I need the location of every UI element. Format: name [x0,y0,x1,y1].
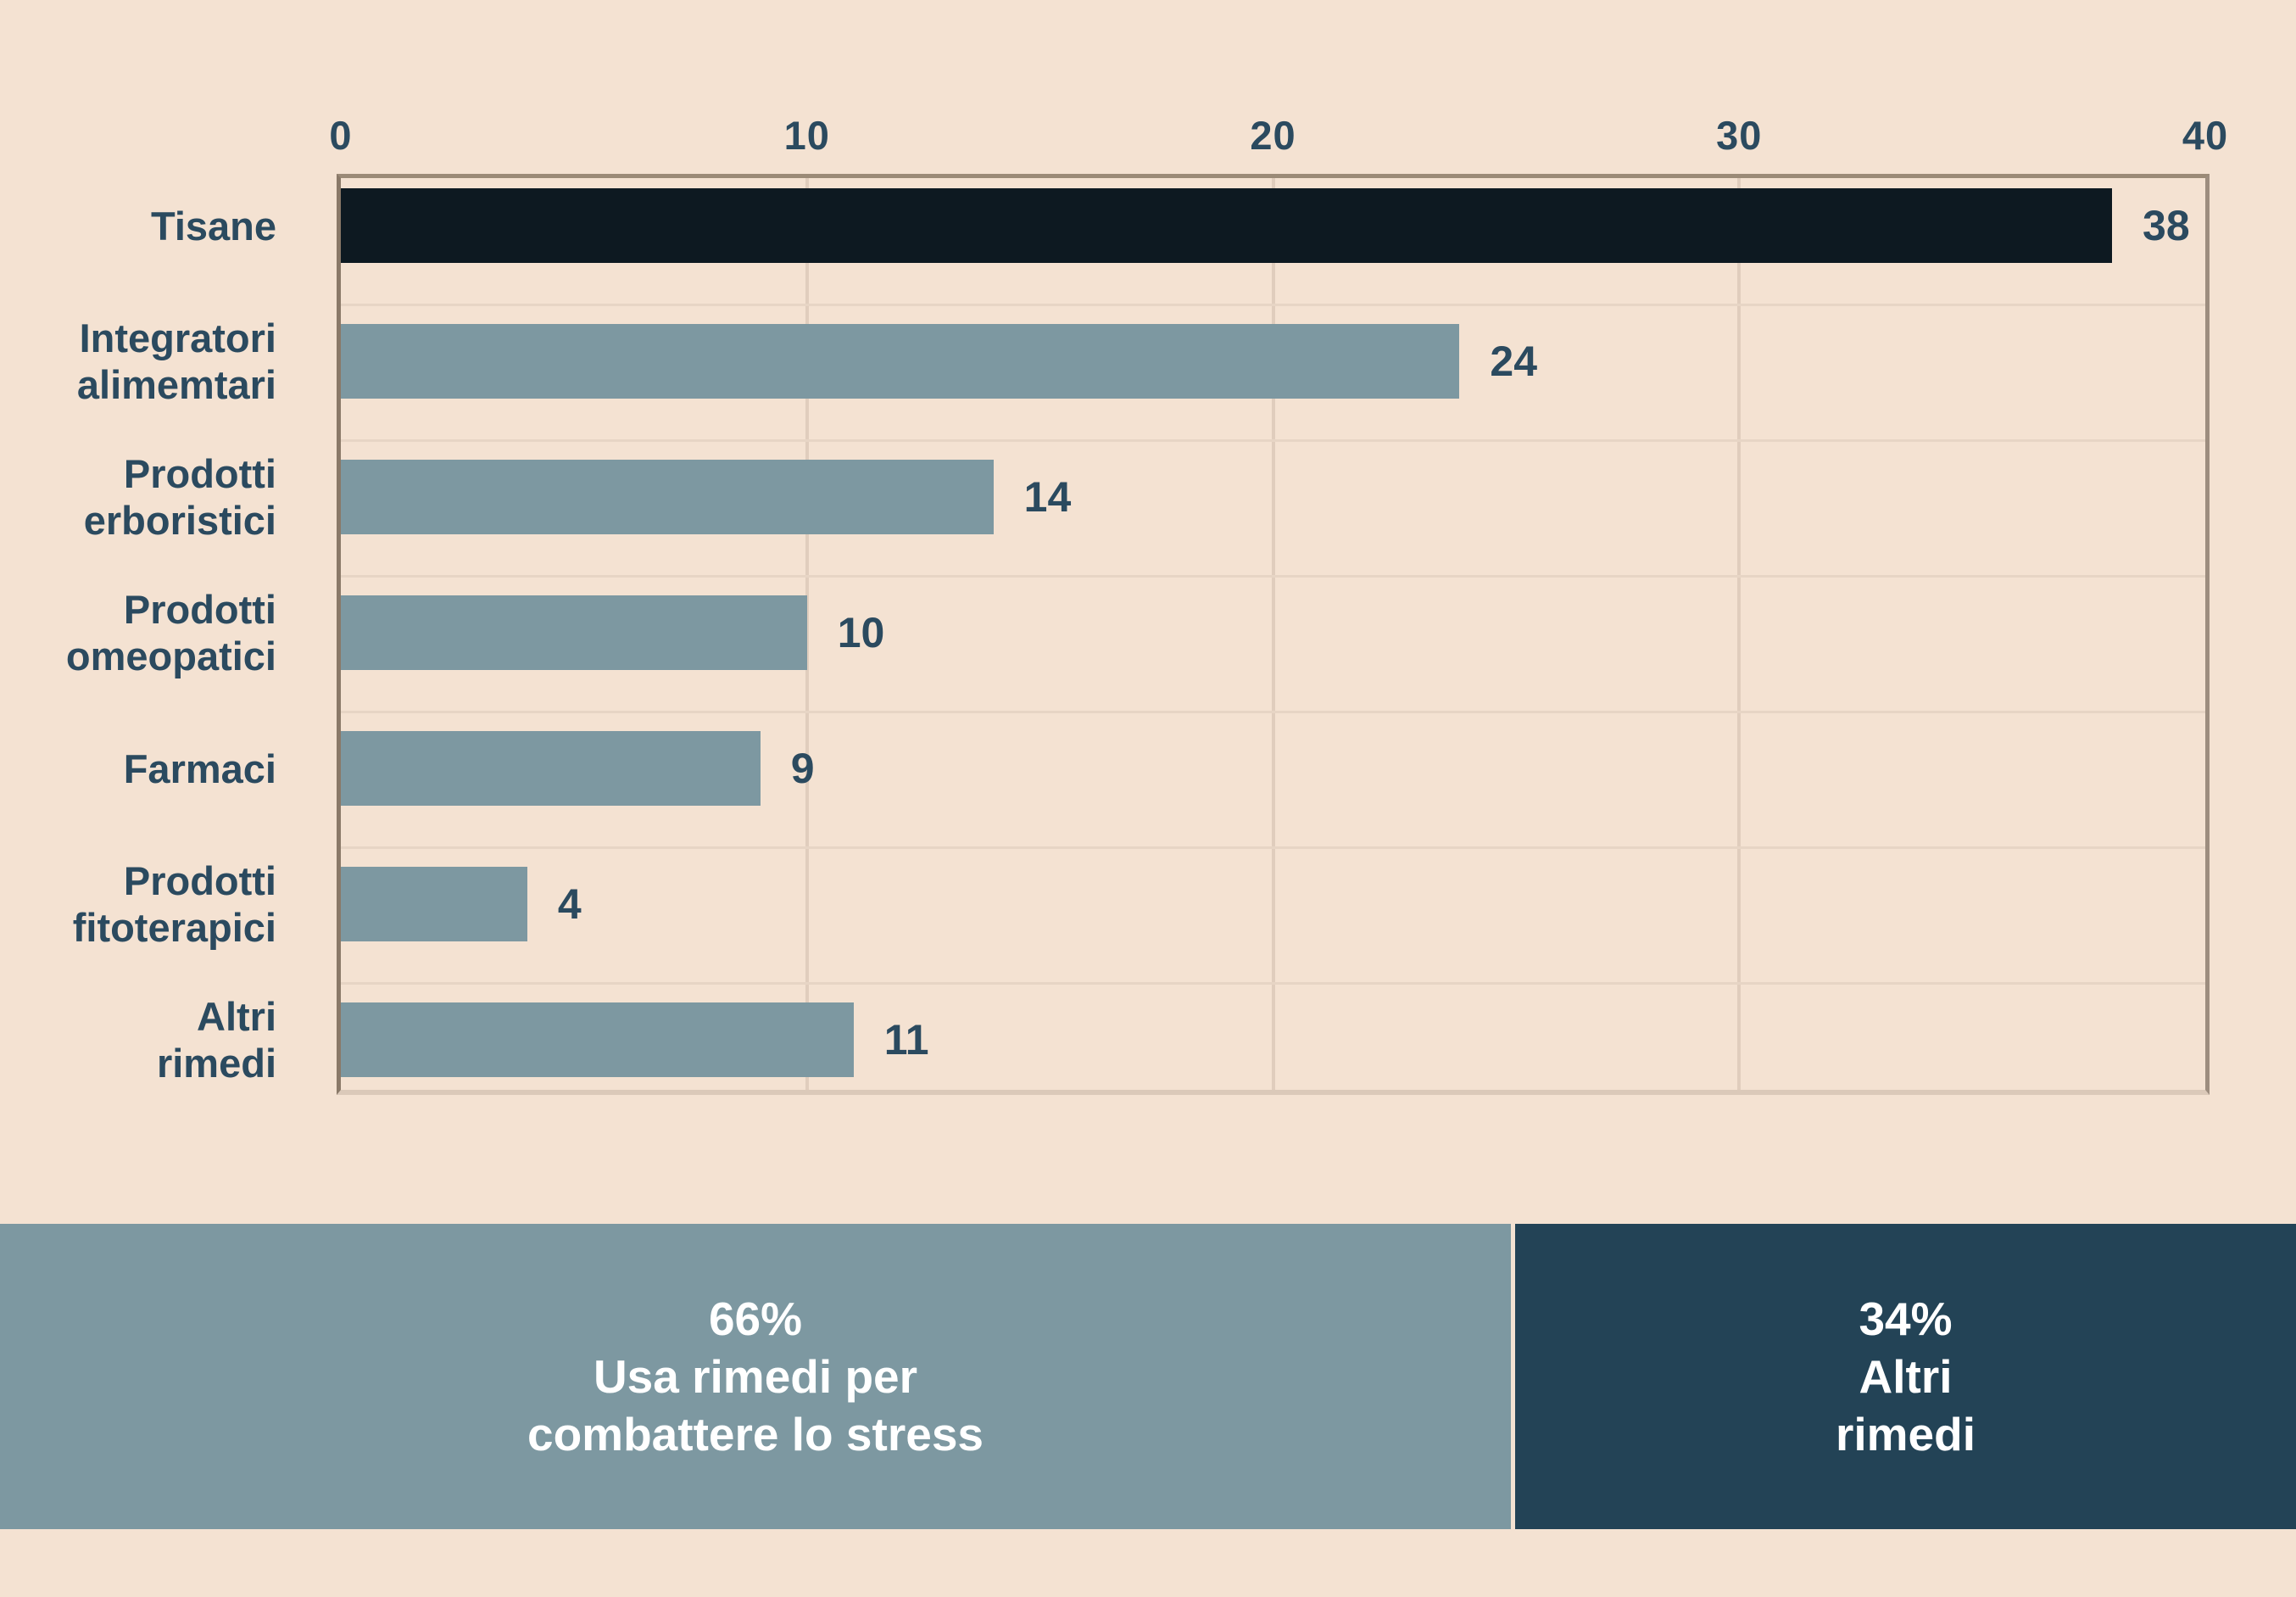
bar [341,324,1460,399]
x-tick-label: 30 [1716,113,1763,158]
bar [341,188,2113,263]
x-tick-label: 40 [2182,113,2229,158]
value-label: 14 [1023,473,1072,521]
bar [341,867,527,941]
x-tick-label: 0 [329,113,353,158]
row-separator [341,575,2205,578]
gridline [1737,178,1742,1090]
category-labels: Tisane Integratori alimemtari Prodotti erb… [0,178,307,1090]
bar [341,731,761,806]
bar-row: 10 [341,595,2205,670]
row-separator [341,304,2205,306]
plot-area: 38 24 14 10 9 4 11 [337,174,2210,1095]
value-label: 38 [2143,202,2190,249]
value-label: 24 [1490,338,1538,385]
banner-right-text: 34% Altri rimedi [1835,1293,1976,1460]
banner-right-segment: 34% Altri rimedi [1515,1224,2296,1529]
gridline [805,178,809,1090]
bar-row: 14 [341,460,2205,534]
category-label: Integratori alimemtari [76,315,276,407]
summary-banner: 66% Usa rimedi per combattere lo stress … [0,1224,2296,1529]
x-tick-label: 10 [783,113,830,158]
banner-left-segment: 66% Usa rimedi per combattere lo stress [0,1224,1511,1529]
x-axis-ticks: 0 10 20 30 40 [329,109,2227,163]
category-label: Prodotti fitoterapici [72,858,276,950]
bar-row: 9 [341,731,2205,806]
row-separator [341,711,2205,713]
bar-row: 4 [341,867,2205,941]
bar-row: 11 [341,1002,2205,1077]
bar [341,460,994,534]
category-label: Tisane [150,203,276,248]
bar-row: 24 [341,324,2205,399]
bar-row: 38 [341,188,2205,263]
value-label: 11 [883,1016,929,1064]
x-tick-label: 20 [1250,113,1296,158]
category-label: Prodotti omeopatici [65,587,276,678]
value-label: 10 [837,609,885,656]
row-separator [341,439,2205,442]
bar [341,1002,854,1077]
gridline [1271,178,1275,1090]
row-separator [341,982,2205,985]
category-label: Altri rimedi [156,994,276,1086]
category-label: Farmaci [123,745,276,791]
value-label: 4 [557,880,582,928]
row-separator [341,846,2205,849]
bar [341,595,807,670]
value-label: 9 [790,745,815,792]
category-label: Prodotti erboristici [83,451,276,543]
banner-left-text: 66% Usa rimedi per combattere lo stress [527,1293,984,1460]
